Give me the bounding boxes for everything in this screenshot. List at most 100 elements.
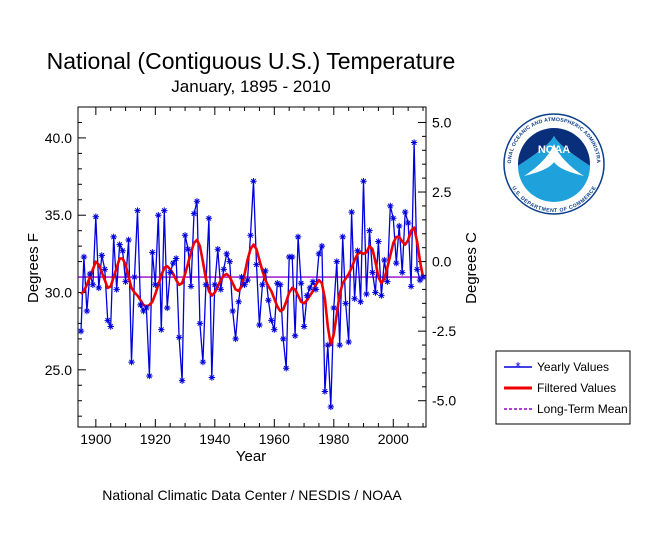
yearly-value-point	[122, 278, 129, 285]
yearly-value-point	[238, 273, 245, 281]
yearly-value-point	[190, 210, 198, 217]
x-tick-label: 1920	[140, 431, 171, 447]
yearly-value-point	[95, 284, 103, 292]
yearly-value-point	[178, 377, 186, 384]
yearly-value-point	[202, 281, 210, 288]
yearly-value-point	[306, 284, 314, 292]
yearly-value-point	[214, 246, 221, 253]
yearly-value-point	[223, 250, 230, 258]
yearly-value-point	[324, 341, 332, 349]
yearly-value-point	[309, 278, 317, 285]
yearly-value-point	[80, 253, 88, 261]
yearly-value-point	[152, 281, 159, 288]
yearly-value-point	[387, 202, 394, 210]
yearly-value-point	[315, 250, 323, 258]
yearly-value-point	[277, 281, 284, 288]
y-tick-label: 40.0	[45, 130, 72, 146]
yearly-value-point	[256, 321, 263, 329]
y2-tick-label: 2.5	[432, 184, 452, 200]
plot-frame	[77, 106, 427, 428]
y2-tick-label: -5.0	[432, 393, 456, 409]
yearly-value-point	[220, 266, 227, 273]
yearly-value-point	[77, 327, 85, 335]
yearly-value-point	[164, 304, 171, 312]
y2-tick-label: 5.0	[432, 114, 452, 130]
y-tick-label: 25.0	[45, 362, 72, 378]
yearly-value-point	[184, 246, 192, 253]
yearly-value-point	[283, 365, 290, 372]
yearly-value-point	[271, 326, 278, 333]
yearly-value-point	[193, 198, 201, 205]
yearly-value-point	[384, 278, 391, 285]
yearly-value-point	[140, 307, 147, 315]
yearly-value-point	[357, 298, 364, 305]
yearly-value-point	[419, 273, 427, 281]
legend: * Yearly Values Filtered Values Long-Ter…	[495, 350, 631, 425]
yearly-value-point	[232, 335, 239, 343]
yearly-value-point	[241, 281, 248, 288]
yearly-value-point	[312, 286, 320, 293]
yearly-value-point	[196, 320, 204, 327]
yearly-value-point	[396, 222, 403, 230]
yearly-value-point	[351, 295, 358, 302]
yearly-value-point	[110, 233, 117, 241]
yearly-value-point	[244, 276, 251, 284]
yearly-value-point	[128, 358, 135, 366]
yearly-value-point	[134, 207, 141, 214]
yearly-value-point	[247, 232, 254, 239]
x-axis-label: Year	[236, 448, 266, 465]
yearly-value-point	[89, 281, 97, 288]
logo-name: NOAA	[538, 144, 570, 156]
y-tick-label: 30.0	[45, 285, 72, 301]
yearly-value-point	[98, 252, 105, 259]
yearly-value-point	[354, 247, 361, 254]
yearly-value-point	[187, 283, 195, 290]
yearly-value-point	[119, 247, 126, 254]
yearly-value-point	[146, 372, 153, 380]
yearly-value-point	[229, 307, 236, 315]
y-axis-label-c: Degrees C	[463, 232, 480, 304]
yearly-value-point	[303, 292, 311, 299]
yearly-value-point	[345, 338, 352, 346]
x-tick-label: 2000	[378, 431, 409, 447]
yearly-value-point	[143, 304, 150, 312]
yearly-value-point	[169, 259, 177, 267]
yearly-value-point	[158, 326, 165, 333]
plot-area: 1900 1920 1940 1960 1980 2000 25.0 30.0 35.0 40.0…	[45, 106, 456, 447]
yearly-value-point	[399, 269, 406, 276]
yearly-value-point	[339, 233, 346, 241]
x-tick-label: 1980	[318, 431, 349, 447]
yearly-value-point	[205, 215, 213, 222]
yearly-value-point	[327, 403, 335, 411]
yearly-value-point	[92, 213, 100, 220]
yearly-value-point	[333, 258, 340, 265]
yearly-value-point	[300, 323, 308, 330]
yearly-value-point	[404, 219, 412, 227]
yearly-value-point	[274, 280, 281, 287]
yearly-value-point	[401, 208, 409, 216]
legend-label-yearly: Yearly Values	[537, 360, 609, 374]
y2-tick-label: 0.0	[432, 254, 452, 270]
yearly-value-point	[262, 267, 269, 275]
yearly-value-point	[250, 178, 257, 185]
yearly-value-point	[366, 227, 373, 234]
noaa-logo: NOAA NATIONAL OCEANIC AND ATMOSPHERIC AD…	[503, 113, 605, 215]
yearly-value-point	[131, 273, 138, 281]
x-tick-label: 1900	[80, 431, 111, 447]
yearly-value-point	[369, 269, 376, 276]
yearly-value-point	[381, 256, 388, 264]
yearly-value-point	[259, 281, 266, 288]
yearly-value-point	[253, 261, 260, 268]
yearly-value-point	[86, 270, 94, 278]
yearly-value-point	[363, 290, 370, 298]
legend-label-filtered: Filtered Values	[537, 381, 616, 395]
yearly-value-point	[393, 259, 400, 267]
yearly-value-point	[410, 139, 418, 146]
yearly-value-point	[413, 266, 421, 273]
x-tick-label: 1940	[199, 431, 230, 447]
yearly-value-point	[235, 298, 242, 305]
y2-tick-label: -2.5	[432, 323, 456, 339]
yearly-value-point	[342, 300, 349, 307]
x-tick-label: 1960	[259, 431, 290, 447]
